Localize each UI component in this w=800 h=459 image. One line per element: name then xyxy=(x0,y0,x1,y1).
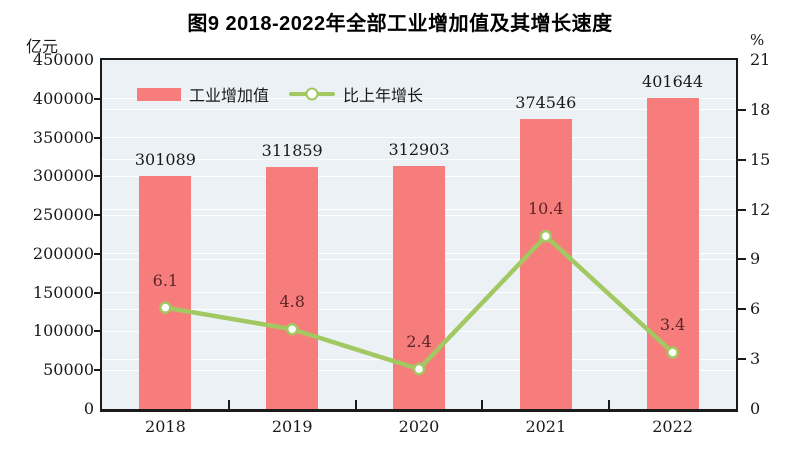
x-axis-tick xyxy=(608,400,611,409)
right-axis-tick xyxy=(738,108,746,111)
line-value-label: 4.8 xyxy=(279,292,305,312)
left-axis-label: 200000 xyxy=(32,243,94,263)
right-axis-label: 0 xyxy=(750,399,761,418)
right-axis-unit: % xyxy=(750,31,765,49)
right-axis-label: 6 xyxy=(750,299,761,319)
x-axis-tick xyxy=(481,400,484,409)
gridline xyxy=(102,137,736,139)
gridline xyxy=(102,109,736,111)
gridline xyxy=(102,98,736,100)
legend-line-sample xyxy=(289,87,336,101)
left-axis-tick xyxy=(94,175,102,178)
left-axis-tick xyxy=(94,330,102,333)
bar-2020 xyxy=(393,166,445,409)
left-axis-tick xyxy=(94,252,102,255)
left-axis-tick xyxy=(94,97,102,100)
x-axis-label-2018: 2018 xyxy=(145,417,186,436)
legend-bar-swatch xyxy=(137,87,181,101)
left-axis-tick xyxy=(94,369,102,372)
line-value-label: 6.1 xyxy=(152,270,179,290)
chart-title: 图9 2018-2022年全部工业增加值及其增长速度 xyxy=(187,13,613,35)
bar-2018 xyxy=(139,175,192,409)
left-axis-label: 300000 xyxy=(32,166,94,186)
left-axis-tick xyxy=(94,136,102,139)
legend-line-marker-icon xyxy=(305,87,319,101)
right-axis-label: 9 xyxy=(750,249,761,269)
right-axis-tick xyxy=(738,308,746,311)
x-axis-tick xyxy=(354,400,357,409)
left-axis-tick xyxy=(94,291,102,294)
bar-value-label: 401644 xyxy=(642,71,704,91)
bar-value-label: 312903 xyxy=(388,140,450,160)
x-axis-tick xyxy=(227,400,230,409)
bar-value-label: 301089 xyxy=(134,149,196,169)
right-axis-label: 3 xyxy=(750,349,761,369)
line-value-label: 10.4 xyxy=(527,199,564,219)
right-axis-label: 15 xyxy=(750,149,771,169)
bar-value-label: 311859 xyxy=(261,141,323,161)
left-axis-label: 150000 xyxy=(32,282,94,302)
x-axis-label-2020: 2020 xyxy=(398,417,440,436)
x-axis-label-2021: 2021 xyxy=(525,417,567,436)
right-axis-label: 18 xyxy=(750,99,771,119)
left-axis-tick xyxy=(94,214,102,217)
plot-area: 301089 311859 312903 374546 401644 6.1 4.8 2.4 1… xyxy=(100,58,738,412)
right-axis-tick xyxy=(738,158,746,161)
right-axis-label: 21 xyxy=(750,50,771,69)
gridline xyxy=(102,159,736,161)
legend: 工业增加值 比上年增长 xyxy=(137,82,423,106)
line-value-label: 3.4 xyxy=(659,315,686,335)
bar-2021 xyxy=(519,118,572,409)
left-axis-label: 450000 xyxy=(32,50,94,69)
left-axis-label: 100000 xyxy=(32,321,94,341)
left-axis-label: 250000 xyxy=(32,205,94,225)
left-axis-label: 350000 xyxy=(32,127,94,147)
right-axis-tick xyxy=(738,358,746,361)
x-axis-label-2019: 2019 xyxy=(271,417,313,436)
bar-2019 xyxy=(266,167,319,409)
legend-bar-label: 工业增加值 xyxy=(189,88,270,105)
right-axis-tick xyxy=(738,258,746,261)
right-axis-label: 12 xyxy=(750,199,771,219)
left-axis-unit: 亿元 xyxy=(26,39,59,56)
bar-value-label: 374546 xyxy=(515,92,577,112)
bar-2022 xyxy=(646,97,699,409)
left-axis-label: 50000 xyxy=(43,360,94,380)
line-value-label: 2.4 xyxy=(406,332,432,352)
right-axis-tick xyxy=(738,208,746,211)
left-axis-label: 0 xyxy=(83,399,94,418)
x-axis-label-2022: 2022 xyxy=(652,417,693,436)
legend-line-label: 比上年增长 xyxy=(343,88,424,105)
left-axis-label: 400000 xyxy=(32,88,94,108)
